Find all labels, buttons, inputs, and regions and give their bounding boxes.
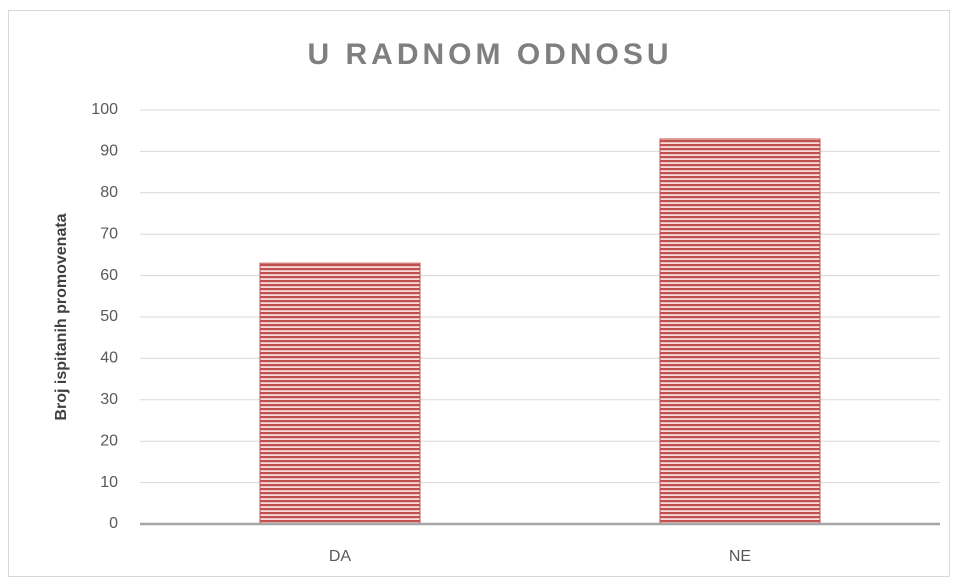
y-tick-label: 50: [100, 308, 118, 325]
y-tick-label: 20: [100, 432, 118, 449]
y-tick-label: 90: [100, 143, 118, 160]
bar: [659, 138, 821, 525]
y-tick-label: 80: [100, 184, 118, 201]
y-tick-label: 30: [100, 391, 118, 408]
y-tick-label: 10: [100, 474, 118, 491]
y-tick-label: 100: [91, 101, 118, 118]
y-tick-label: 0: [109, 515, 118, 532]
y-tick-label: 40: [100, 350, 118, 367]
x-tick-label: DA: [329, 548, 352, 565]
x-tick-label: NE: [729, 548, 751, 565]
y-tick-label: 60: [100, 267, 118, 284]
y-tick-label: 70: [100, 225, 118, 242]
bar: [259, 262, 421, 525]
y-axis-label: Broj ispitanih promovenata: [53, 213, 70, 420]
chart-title: U RADNOM ODNOSU: [308, 38, 673, 71]
